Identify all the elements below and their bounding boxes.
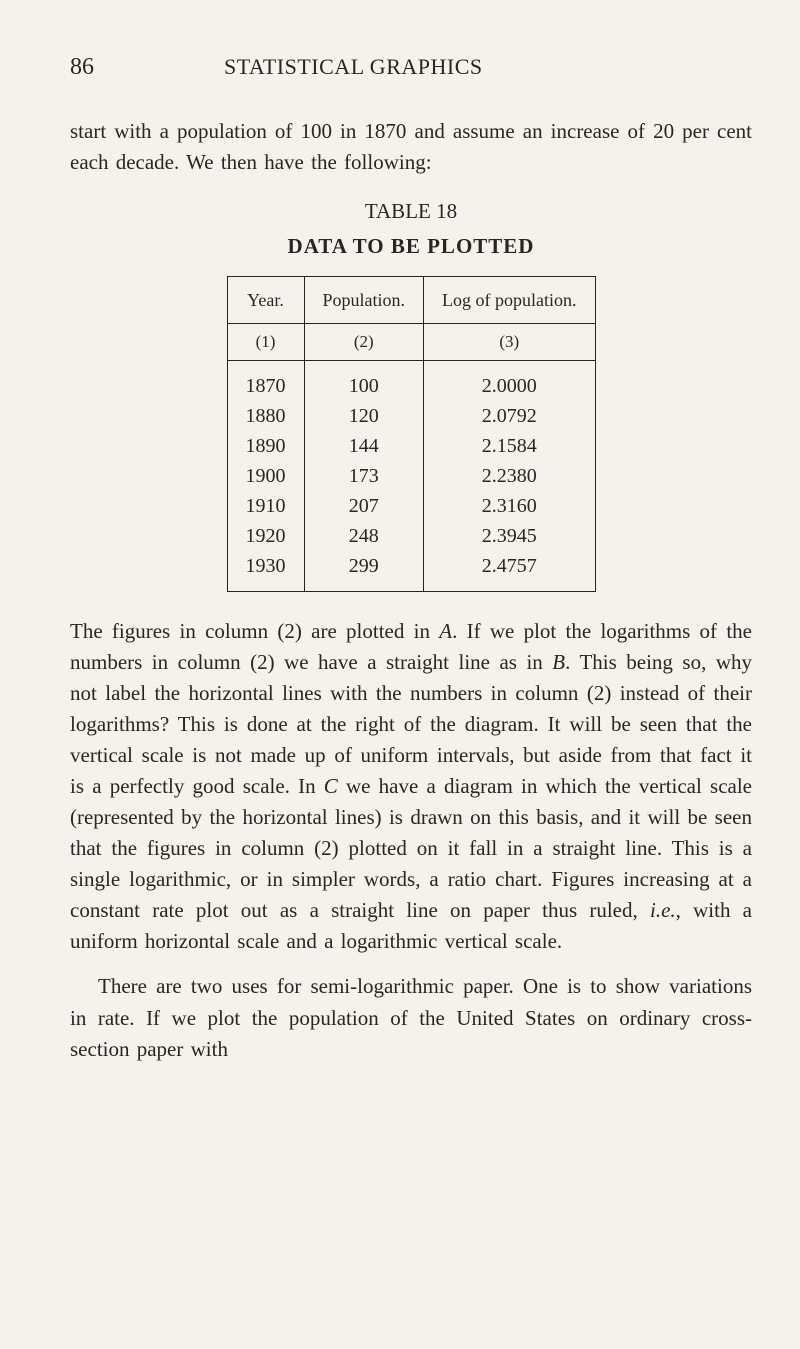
abbrev-ie: i.e. [650, 898, 676, 922]
table-row: 1870 100 2.0000 [227, 360, 595, 401]
colnum-1: (1) [227, 324, 304, 360]
cell-year: 1910 [227, 491, 304, 521]
paragraph-2: The figures in column (2) are plotted in… [70, 616, 752, 958]
col-header-year: Year. [227, 276, 304, 324]
col-header-population: Population. [304, 276, 424, 324]
para2-text-a: The figures in column (2) are plotted in [70, 619, 439, 643]
cell-log: 2.3945 [424, 521, 595, 551]
table-colnum-row: (1) (2) (3) [227, 324, 595, 360]
table-row: 1880 120 2.0792 [227, 401, 595, 431]
cell-year: 1930 [227, 551, 304, 592]
colnum-3: (3) [424, 324, 595, 360]
cell-pop: 173 [304, 461, 424, 491]
cell-log: 2.2380 [424, 461, 595, 491]
cell-pop: 144 [304, 431, 424, 461]
cell-year: 1870 [227, 360, 304, 401]
cell-year: 1880 [227, 401, 304, 431]
cell-pop: 248 [304, 521, 424, 551]
para1-text: start with a population of 100 in 1870 a… [70, 119, 752, 174]
data-table: Year. Population. Log of popu­lation. (1… [227, 276, 596, 592]
table-row: 1890 144 2.1584 [227, 431, 595, 461]
colnum-2: (2) [304, 324, 424, 360]
cell-log: 2.4757 [424, 551, 595, 592]
page-container: 86 STATISTICAL GRAPHICS start with a pop… [0, 0, 800, 1119]
cell-year: 1920 [227, 521, 304, 551]
cell-pop: 120 [304, 401, 424, 431]
table-subcaption: DATA TO BE PLOTTED [70, 231, 752, 262]
cell-pop: 299 [304, 551, 424, 592]
table-row: 1900 173 2.2380 [227, 461, 595, 491]
table-row: 1910 207 2.3160 [227, 491, 595, 521]
header-line: 86 STATISTICAL GRAPHICS [70, 50, 752, 86]
cell-year: 1900 [227, 461, 304, 491]
page-number: 86 [70, 50, 94, 86]
cell-pop: 100 [304, 360, 424, 401]
cell-year: 1890 [227, 431, 304, 461]
table-row: 1930 299 2.4757 [227, 551, 595, 592]
table-row: 1920 248 2.3945 [227, 521, 595, 551]
cell-log: 2.0000 [424, 360, 595, 401]
symbol-A: A [439, 619, 452, 643]
para3-text: There are two uses for semi-logarithmic … [70, 974, 752, 1060]
symbol-C: C [324, 774, 338, 798]
table-caption: TABLE 18 [70, 196, 752, 227]
table-wrapper: Year. Population. Log of popu­lation. (1… [70, 276, 752, 592]
col-header-log: Log of popu­lation. [424, 276, 595, 324]
cell-log: 2.0792 [424, 401, 595, 431]
cell-log: 2.1584 [424, 431, 595, 461]
cell-pop: 207 [304, 491, 424, 521]
cell-log: 2.3160 [424, 491, 595, 521]
running-head: STATISTICAL GRAPHICS [224, 51, 483, 84]
symbol-B: B [552, 650, 565, 674]
table-header-row: Year. Population. Log of popu­lation. [227, 276, 595, 324]
paragraph-3: There are two uses for semi-logarithmic … [70, 971, 752, 1064]
paragraph-1: start with a population of 100 in 1870 a… [70, 116, 752, 178]
